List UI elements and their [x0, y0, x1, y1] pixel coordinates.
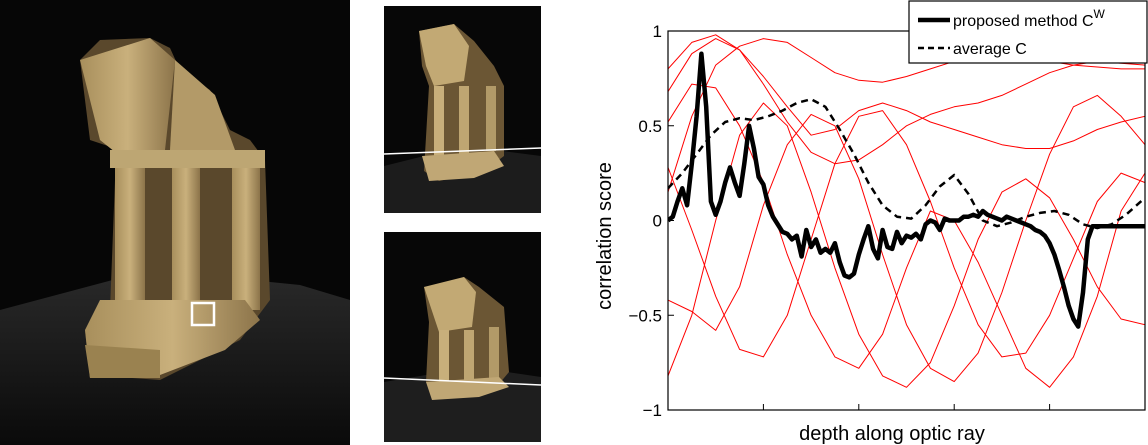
series-proposed-line [668, 51, 1145, 329]
y-axis-label: correlation score [594, 162, 616, 310]
temple-second-view-photo [384, 6, 541, 213]
series-average-line [668, 97, 1145, 230]
correlation-chart: −1 −0.5 0 0.5 1 correlation score depth alon… [594, 0, 1148, 445]
temple-third-view-photo [384, 232, 541, 442]
legend: proposed method CW average C [908, 0, 1148, 64]
legend-proposed-label: proposed method CW [953, 7, 1106, 30]
series-pairwise-line-3 [668, 38, 1145, 149]
series-pairwise-line-2 [668, 38, 1145, 193]
y-tick-label: −1 [643, 401, 662, 420]
reference-patch-marker [190, 301, 216, 327]
y-tick-label: 0.5 [638, 117, 662, 136]
epipolar-line-bottom [384, 377, 541, 386]
axes-box [667, 30, 1146, 411]
epipolar-line-top [384, 147, 541, 155]
y-tick-label: 0 [653, 212, 662, 231]
temple-reference-photo [0, 0, 350, 445]
legend-average-label: average C [953, 41, 1027, 58]
series-pairwise-line-4 [668, 34, 1145, 165]
x-axis-label: depth along optic ray [799, 423, 985, 445]
y-tick-label: 1 [653, 22, 662, 41]
y-tick-label: −0.5 [628, 306, 662, 325]
series-pairwise-line-5 [668, 94, 1145, 383]
series-pairwise-line-6 [668, 110, 1145, 358]
